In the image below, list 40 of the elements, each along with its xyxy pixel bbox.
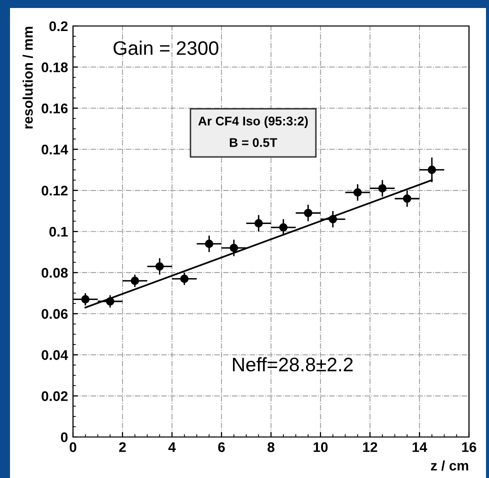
x-tick-label: 6 bbox=[218, 442, 225, 452]
point bbox=[279, 223, 288, 232]
x-tick-label: 16 bbox=[462, 442, 476, 452]
point bbox=[353, 188, 362, 197]
y-tick-label: 0.12 bbox=[42, 186, 68, 196]
x-tick-label: 4 bbox=[168, 442, 176, 452]
point bbox=[328, 215, 338, 224]
annotation: Ar CF4 Iso (95:3:2) bbox=[198, 116, 308, 128]
y-tick-label: 0.1 bbox=[49, 226, 68, 237]
y-tick-label: 0.06 bbox=[42, 309, 68, 319]
y-axis-title: resolution / mm bbox=[22, 26, 33, 128]
y-tick-label: 0.2 bbox=[49, 21, 68, 32]
y-tick-label: 0 bbox=[60, 432, 68, 442]
y-tick-label: 0.14 bbox=[42, 144, 68, 154]
point bbox=[130, 276, 140, 285]
y-tick-label: 0.04 bbox=[42, 350, 68, 360]
y-tick-label: 0.16 bbox=[42, 104, 68, 114]
x-axis-title: z / cm bbox=[430, 460, 468, 471]
point bbox=[428, 166, 436, 174]
point bbox=[378, 184, 387, 193]
y-tick-label: 0.08 bbox=[42, 268, 68, 278]
point bbox=[304, 208, 312, 218]
y-tick-label: 0.18 bbox=[42, 62, 68, 72]
y-tick-label: 0.02 bbox=[42, 391, 68, 402]
annotation: Neff=28.8±2.2 bbox=[232, 357, 353, 372]
x-tick-label: 0 bbox=[70, 442, 76, 452]
x-tick-label: 14 bbox=[412, 442, 428, 452]
point bbox=[180, 274, 189, 283]
x-tick-label: 10 bbox=[314, 442, 328, 452]
annotation: Gain = 2300 bbox=[114, 40, 218, 55]
annotation: B = 0.5T bbox=[230, 138, 278, 147]
point bbox=[230, 244, 238, 252]
point bbox=[402, 194, 412, 203]
x-tick-label: 8 bbox=[268, 442, 274, 452]
point bbox=[204, 240, 214, 248]
x-tick-label: 2 bbox=[119, 442, 126, 452]
x-tick-label: 12 bbox=[363, 442, 378, 452]
point bbox=[254, 219, 263, 228]
point bbox=[155, 262, 164, 271]
point bbox=[106, 297, 114, 306]
